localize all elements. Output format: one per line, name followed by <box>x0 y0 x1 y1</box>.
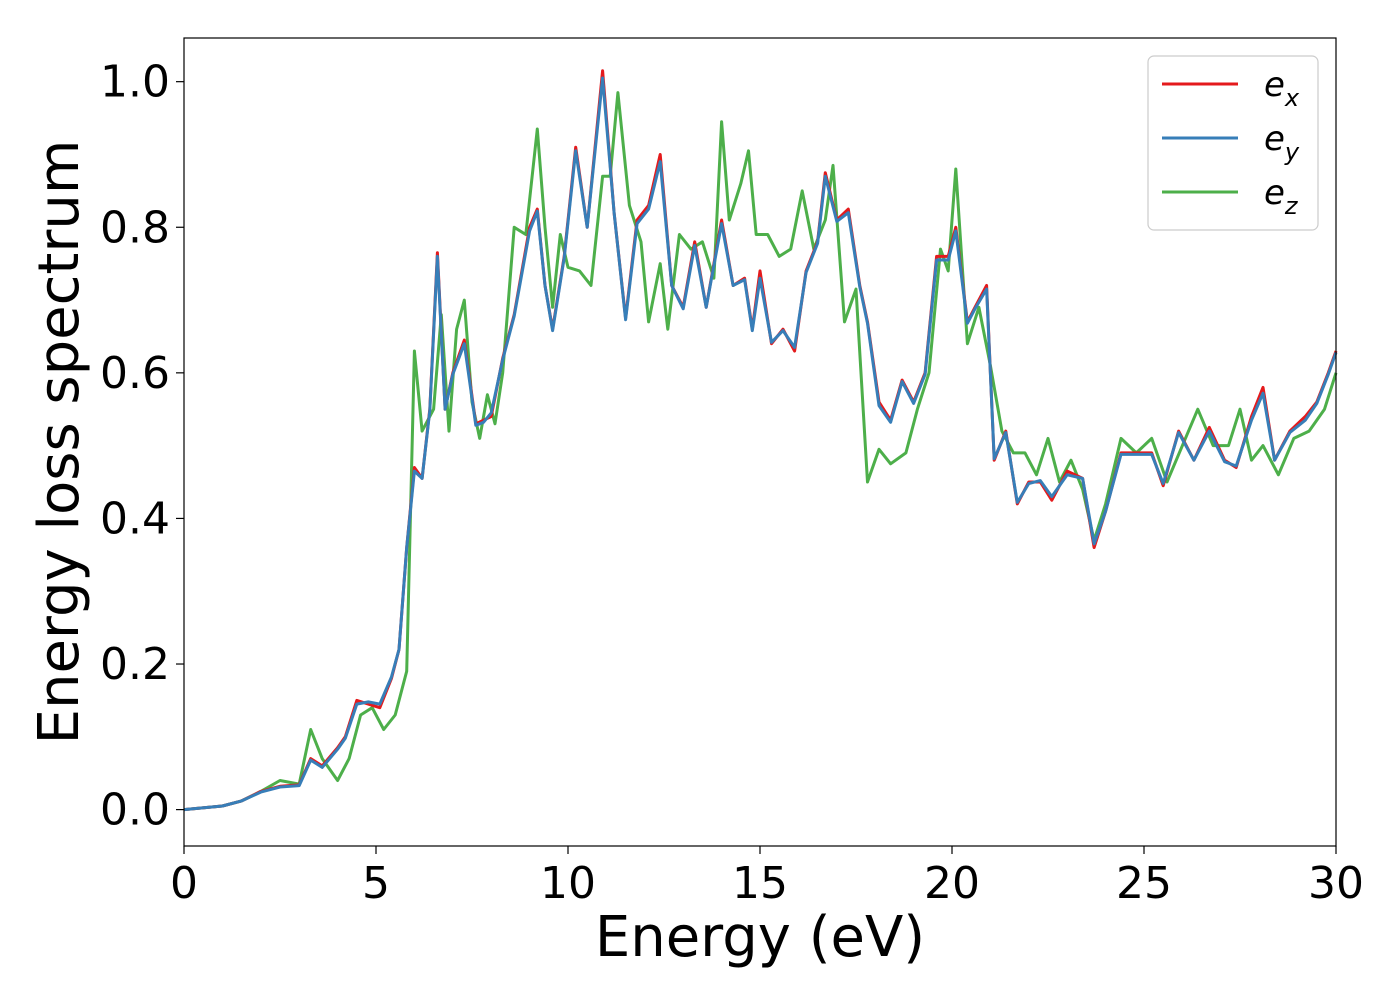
legend-label-base: e <box>1264 173 1285 213</box>
y-axis: 0.0 0.2 0.4 0.6 0.8 1.0 <box>100 57 184 836</box>
legend-label-base: e <box>1264 65 1285 105</box>
y-axis-title: Energy loss spectrum <box>27 140 92 745</box>
x-tick-label: 0 <box>170 858 198 909</box>
x-tick-label: 30 <box>1308 858 1364 909</box>
legend-label-subscript: z <box>1284 192 1299 220</box>
x-axis-title: Energy (eV) <box>595 905 925 970</box>
legend-label-e-y: ey <box>1264 119 1300 166</box>
legend-label-base: e <box>1264 119 1285 159</box>
plot-background <box>184 38 1336 846</box>
legend-label-subscript: x <box>1284 84 1300 112</box>
series-line-e-y <box>183 76 1338 812</box>
y-tick-label: 0.0 <box>100 785 170 836</box>
y-tick-label: 0.6 <box>100 348 170 399</box>
x-tick-label: 5 <box>362 858 390 909</box>
legend-label-subscript: y <box>1284 138 1300 166</box>
y-tick-label: 0.2 <box>100 639 170 690</box>
x-tick-label: 20 <box>924 858 980 909</box>
x-tick-label: 25 <box>1116 858 1172 909</box>
x-tick-label: 15 <box>732 858 788 909</box>
legend-label-e-z: ez <box>1264 173 1299 220</box>
series-layer <box>183 69 1338 812</box>
x-axis: 0 5 10 15 20 25 30 <box>170 846 1364 909</box>
y-tick-label: 1.0 <box>100 57 170 108</box>
y-tick-label: 0.8 <box>100 202 170 253</box>
legend-label-e-x: ex <box>1264 65 1300 112</box>
x-tick-label: 10 <box>540 858 596 909</box>
y-tick-label: 0.4 <box>100 493 170 544</box>
legend-box <box>1147 55 1319 231</box>
